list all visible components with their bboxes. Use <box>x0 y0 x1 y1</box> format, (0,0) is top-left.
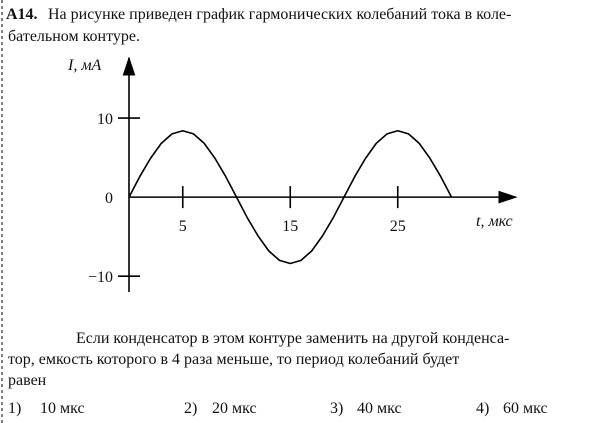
option-text: 60 мкс <box>503 400 548 417</box>
option-text: 40 мкс <box>357 400 402 417</box>
option-number: 3) <box>330 400 343 417</box>
x-axis-label: t, мкс <box>476 213 513 230</box>
option-number: 1) <box>8 400 21 417</box>
x-tick-label: 5 <box>179 218 187 235</box>
option-number: 4) <box>476 400 489 417</box>
question-number: А14. <box>6 6 38 23</box>
y-tick-label: 10 <box>97 111 113 128</box>
prompt-text: Если конденсатор в этом контуре заменить… <box>76 330 509 347</box>
y-tick-label: 0 <box>105 190 113 207</box>
question-text: На рисунке приведен график гармонических… <box>48 6 511 23</box>
x-tick-label: 25 <box>390 218 406 235</box>
option-text: 10 мкс <box>40 400 85 417</box>
y-tick-label: −10 <box>88 269 113 286</box>
option-text: 20 мкс <box>212 400 257 417</box>
question-text: бательном контуре. <box>8 28 140 45</box>
prompt-text: равен <box>8 372 47 389</box>
prompt-text: тор, емкость которого в 4 раза меньше, т… <box>8 351 459 368</box>
y-axis-label: I, мА <box>67 57 102 74</box>
current-curve <box>128 129 453 265</box>
option-number: 2) <box>184 400 197 417</box>
x-tick-label: 15 <box>282 218 298 235</box>
